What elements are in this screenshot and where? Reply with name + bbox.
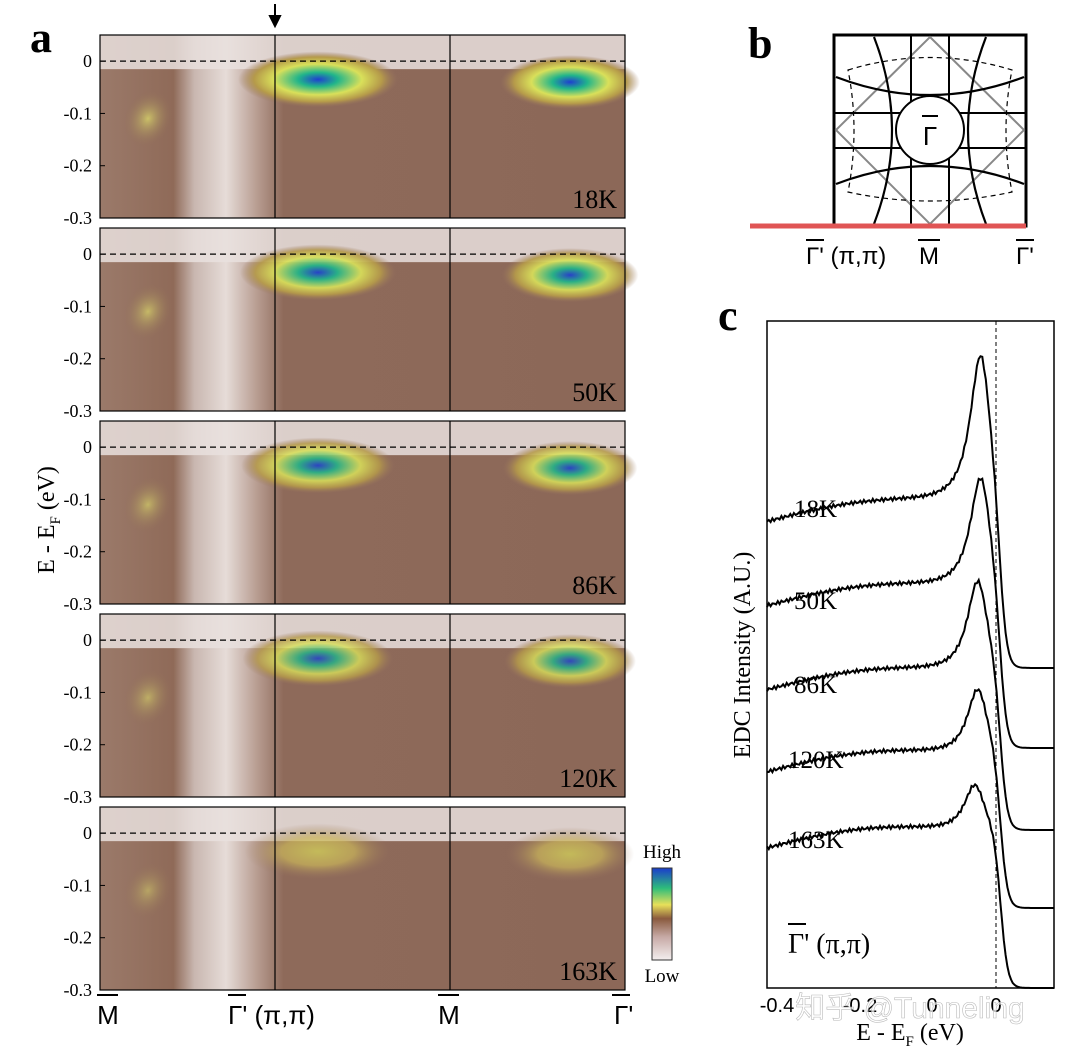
heatmap-panel-163k: 0 -0.1 -0.2 -0.3 163K — [64, 806, 635, 1000]
band-blob-small — [122, 475, 174, 534]
heatmap-panel-120k: 0 -0.1 -0.2 -0.3 120K — [64, 613, 637, 807]
curve-label-86k: 86K — [794, 672, 837, 699]
panel-c-x-ticks: -0.4 -0.2 0 0 — [760, 995, 1002, 1017]
band-blob-right — [501, 248, 639, 303]
y-tick-label: -0.1 — [64, 489, 93, 509]
band-blob-right — [502, 441, 638, 496]
panel-b-label: b — [748, 19, 772, 68]
x-label-m-1: M — [97, 1000, 119, 1030]
temperature-label: 86K — [572, 571, 617, 600]
band-blob-main — [238, 51, 398, 108]
x-tick-2: 0 — [926, 995, 937, 1017]
y-tick-label: -0.3 — [64, 208, 93, 228]
y-tick-label: -0.1 — [64, 103, 93, 123]
band-blob-main — [241, 437, 395, 494]
panel-b-center-label: Γ — [923, 121, 937, 151]
colorbar-low-label: Low — [645, 966, 680, 987]
heatmap-panels: 0 -0.1 -0.2 -0.3 18K 0 -0.1 -0.2 -0.3 50K 0 -0.1 -0.… — [64, 34, 640, 1000]
band-blob-small — [122, 668, 174, 727]
curve-label-163k: 163K — [788, 827, 844, 854]
panel-c-bottom-note: Γ' (π,π) — [788, 929, 870, 960]
band-blob-small — [122, 89, 174, 148]
panel-c-label: c — [718, 291, 738, 340]
band-blob-main — [244, 823, 392, 880]
x-tick-0: -0.4 — [760, 995, 794, 1017]
y-tick-label: -0.3 — [64, 594, 93, 614]
colorbar-high-label: High — [643, 842, 682, 863]
edc-curve-86k — [766, 577, 1054, 831]
y-tick-label: -0.2 — [64, 928, 93, 948]
y-tick-label: -0.1 — [64, 296, 93, 316]
y-tick-label: 0 — [83, 51, 92, 71]
y-tick-label: 0 — [83, 630, 92, 650]
x-label-m-2: M — [438, 1000, 460, 1030]
panel-a-y-label: E - EF (eV) — [34, 466, 64, 574]
x-tick-3: 0 — [990, 995, 1001, 1017]
y-tick-label: -0.3 — [64, 980, 93, 1000]
curve-label-18k: 18K — [794, 496, 837, 523]
band-blob-main — [242, 630, 394, 687]
y-tick-label: -0.2 — [64, 349, 93, 369]
band-blob-right — [503, 634, 637, 689]
x-label-gamma-prime-pipi: Γ' (π,π) — [228, 1000, 315, 1030]
y-tick-label: -0.3 — [64, 401, 93, 421]
colorbar: High Low — [643, 842, 682, 987]
heatmap-panel-50k: 0 -0.1 -0.2 -0.3 50K — [64, 227, 639, 421]
y-tick-label: -0.2 — [64, 156, 93, 176]
temperature-label: 120K — [559, 764, 617, 793]
temperature-label: 18K — [572, 185, 617, 214]
y-tick-label: -0.2 — [64, 735, 93, 755]
panel-a-label: a — [30, 13, 52, 62]
panel-b-label-m: M — [919, 243, 939, 270]
y-tick-label: 0 — [83, 823, 92, 843]
panel-c-y-label: EDC Intensity (A.U.) — [730, 552, 756, 759]
band-blob-right — [505, 827, 635, 882]
edc-curve-50k — [766, 477, 1054, 749]
curve-label-50k: 50K — [794, 588, 837, 615]
y-tick-label: -0.1 — [64, 875, 93, 895]
band-blob-small — [122, 861, 174, 920]
watermark: 知乎 @Tunneling — [795, 992, 1024, 1025]
edc-curve-18k — [766, 355, 1054, 669]
heatmap-panel-18k: 0 -0.1 -0.2 -0.3 18K — [64, 34, 640, 228]
panel-a-x-labels: M Γ' (π,π) M Γ' — [97, 994, 633, 1030]
y-tick-label: -0.3 — [64, 787, 93, 807]
curve-label-120k: 120K — [788, 747, 844, 774]
band-blob-right — [500, 55, 640, 110]
edc-curve-163k — [766, 782, 1054, 989]
temperature-label: 163K — [559, 957, 617, 986]
x-label-gamma-prime: Γ' — [614, 1000, 633, 1030]
y-tick-label: -0.1 — [64, 682, 93, 702]
temperature-label: 50K — [572, 378, 617, 407]
band-blob-small — [122, 282, 174, 341]
y-tick-label: 0 — [83, 244, 92, 264]
edc-curve-120k — [767, 688, 1054, 909]
panel-c-x-label: E - EF (eV) — [856, 1020, 964, 1050]
panel-b-label-gamma-prime: Γ' — [1016, 243, 1034, 270]
panel-b: b Γ Γ' (π,π) M Γ' — [748, 19, 1034, 270]
y-tick-label: 0 — [83, 437, 92, 457]
edc-curves — [766, 355, 1054, 989]
panel-c: c 18K 50K 86K 120K 163K Γ' (π,π) EDC Int… — [718, 291, 1055, 1050]
y-tick-label: -0.2 — [64, 542, 93, 562]
arrow-icon — [268, 4, 282, 29]
band-blob-main — [239, 244, 397, 301]
x-tick-1: -0.2 — [843, 995, 877, 1017]
panel-b-label-gamma-prime-pipi: Γ' (π,π) — [806, 243, 886, 270]
heatmap-panel-86k: 0 -0.1 -0.2 -0.3 86K — [64, 420, 638, 614]
panel-c-curve-labels: 18K 50K 86K 120K 163K — [788, 496, 844, 854]
